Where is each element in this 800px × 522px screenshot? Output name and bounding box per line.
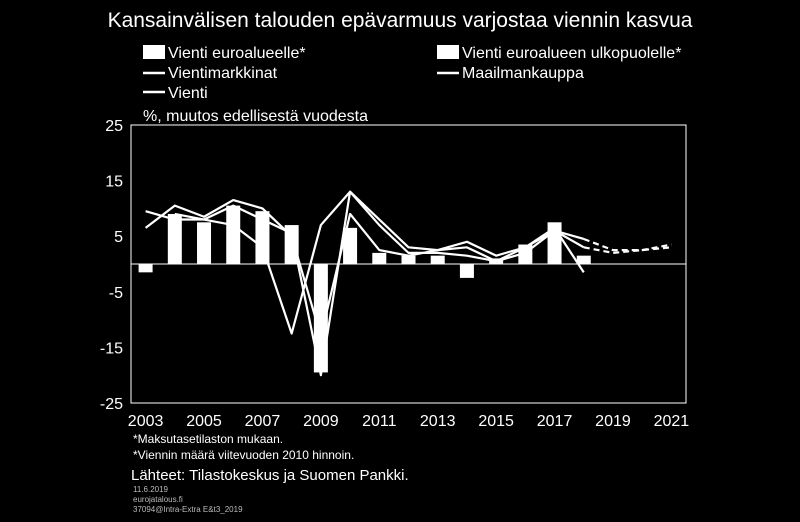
bar-vienti-euroalueelle-2013 bbox=[430, 255, 445, 264]
x-tick-label: 2007 bbox=[245, 413, 281, 430]
y-tick-label: -25 bbox=[100, 396, 123, 413]
bar-vienti-euroalueelle-2005 bbox=[197, 222, 212, 264]
y-tick-label: 25 bbox=[105, 118, 123, 135]
bar-vienti-euroalueelle-2012 bbox=[401, 255, 416, 264]
legend-swatch-vienti-euroalueelle bbox=[143, 45, 165, 59]
x-tick-label: 2005 bbox=[186, 413, 222, 430]
line-vientimarkkinat-projection bbox=[583, 246, 672, 254]
bar-vienti-euroalueelle-2007 bbox=[255, 211, 270, 264]
line-vienti bbox=[174, 190, 585, 377]
legend-label-vienti-euroalueelle: Vienti euroalueelle* bbox=[168, 45, 306, 62]
legend-label-maailmankauppa: Maailmankauppa bbox=[462, 65, 584, 82]
x-tick-label: 2003 bbox=[128, 413, 164, 430]
legend-label-vienti: Vienti bbox=[168, 85, 208, 102]
legend: Vienti euroalueelle* Vienti euroalueen u… bbox=[143, 45, 681, 102]
legend-label-vienti-ulkopuolelle: Vienti euroalueen ulkopuolelle* bbox=[462, 45, 681, 62]
chart-title: Kansainvälisen talouden epävarmuus varjo… bbox=[108, 9, 693, 32]
x-tick-label: 2015 bbox=[478, 413, 514, 430]
y-tick-labels: 25 15 5 -5 -15 -25 bbox=[100, 118, 123, 413]
meta-id: 37094@Intra-Extra E&t3_2019 bbox=[133, 505, 243, 514]
y-tick-label: -15 bbox=[100, 340, 123, 357]
bar-vienti-euroalueelle-2009 bbox=[313, 264, 328, 373]
bar-vienti-euroalueelle-2011 bbox=[372, 252, 387, 264]
legend-swatch-vienti-ulkopuolelle bbox=[437, 45, 459, 59]
line-maailmankauppa bbox=[145, 190, 585, 335]
y-tick-label: 5 bbox=[114, 229, 123, 246]
x-tick-label: 2019 bbox=[595, 413, 631, 430]
x-tick-labels: 2003 2005 2007 2009 2011 2013 2015 2017 2019 2021 bbox=[128, 413, 689, 430]
bar-vienti-euroalueelle-2010 bbox=[343, 227, 358, 264]
note-2: *Viennin määrä viitevuoden 2010 hinnoin. bbox=[133, 448, 354, 462]
y-tick-label: -5 bbox=[109, 285, 123, 302]
line-vientimarkkinat bbox=[144, 198, 585, 338]
bar-vienti-euroalueelle-2003 bbox=[138, 264, 153, 273]
x-tick-label: 2011 bbox=[362, 413, 397, 430]
x-tick-label: 2013 bbox=[420, 413, 456, 430]
y-axis-label: %, muutos edellisestä vuodesta bbox=[143, 108, 368, 125]
meta-site: eurojatalous.fi bbox=[133, 495, 183, 504]
x-tick-label: 2017 bbox=[537, 413, 573, 430]
line-maailmankauppa-projection bbox=[583, 237, 672, 252]
bar-vienti-euroalueelle-2006 bbox=[226, 205, 241, 264]
y-tick-label: 15 bbox=[105, 174, 123, 191]
bar-vienti-euroalueelle-2014 bbox=[459, 264, 474, 278]
x-tick-label: 2021 bbox=[654, 413, 690, 430]
meta-date: 11.6.2019 bbox=[133, 485, 169, 494]
x-tick-label: 2009 bbox=[303, 413, 339, 430]
bar-vienti-euroalueelle-2004 bbox=[167, 213, 182, 264]
note-1: *Maksutasetilaston mukaan. bbox=[133, 432, 283, 446]
legend-label-vientimarkkinat: Vientimarkkinat bbox=[168, 65, 278, 82]
series-lines bbox=[144, 190, 672, 377]
source-text: Lähteet: Tilastokeskus ja Suomen Pankki. bbox=[131, 467, 409, 484]
bar-vienti-euroalueelle-2018 bbox=[576, 255, 591, 264]
